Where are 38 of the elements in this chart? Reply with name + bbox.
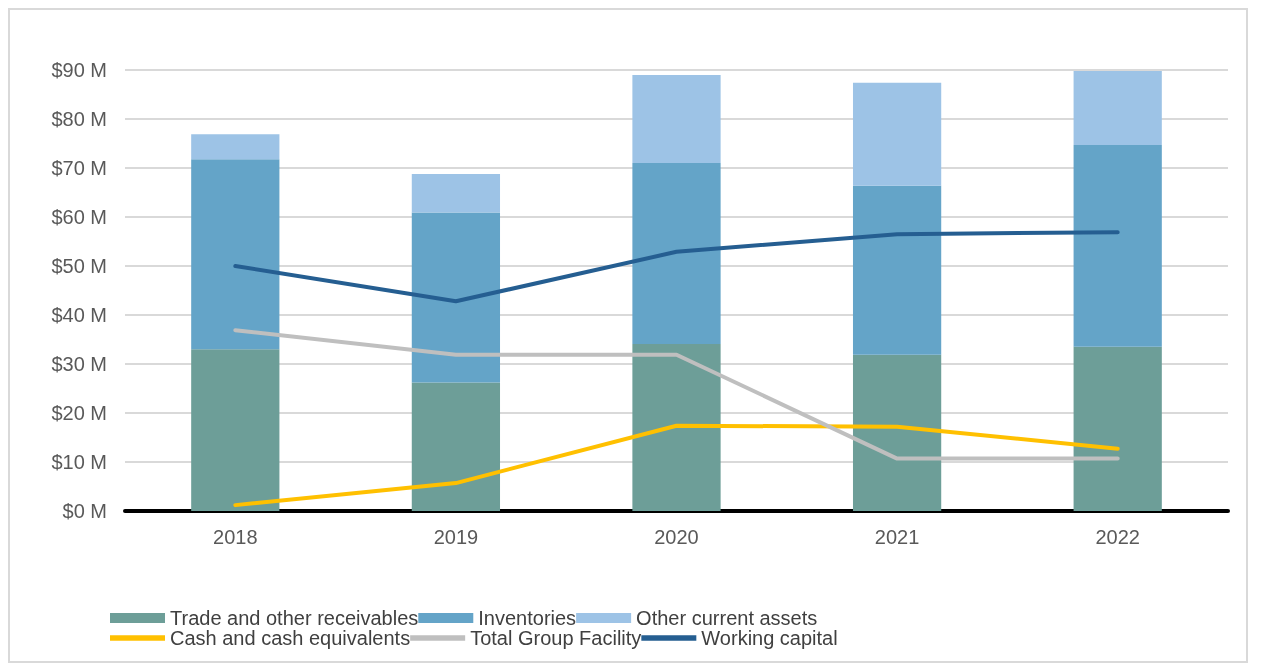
bar xyxy=(852,82,942,186)
legend-label: Working capital xyxy=(701,627,838,649)
bar xyxy=(191,159,280,350)
line-series xyxy=(233,423,1120,508)
bar xyxy=(411,173,501,213)
x-tick-label: 2022 xyxy=(1095,526,1140,548)
x-tick-label: 2018 xyxy=(213,526,258,548)
bar xyxy=(632,74,721,164)
bar xyxy=(632,163,721,344)
x-tick-label: 2021 xyxy=(874,526,920,548)
legend-label: Other current assets xyxy=(636,607,818,629)
bar xyxy=(191,349,280,511)
x-tick-label: 2020 xyxy=(654,526,699,548)
legend-label: Inventories xyxy=(478,607,577,629)
x-tick-label: 2019 xyxy=(433,526,479,548)
bar xyxy=(1073,70,1162,145)
legend-label: Cash and cash equivalents xyxy=(170,627,411,649)
y-tick-label: $80 M xyxy=(51,108,107,130)
y-tick-label: $0 M xyxy=(62,500,107,522)
y-tick-label: $90 M xyxy=(51,59,107,81)
y-tick-label: $60 M xyxy=(51,206,107,228)
bar xyxy=(1073,144,1162,347)
y-tick-label: $70 M xyxy=(51,157,107,179)
legend-label: Trade and other receivables xyxy=(170,607,419,629)
y-tick-label: $40 M xyxy=(51,304,107,326)
legend-label: Total Group Facility xyxy=(470,627,642,649)
y-tick-label: $30 M xyxy=(51,353,107,375)
line-series xyxy=(233,230,1120,304)
bar xyxy=(411,212,501,383)
bar xyxy=(852,354,942,511)
y-tick-label: $50 M xyxy=(51,255,107,277)
bar xyxy=(191,134,280,160)
bar xyxy=(632,343,721,511)
y-tick-label: $20 M xyxy=(51,402,107,424)
bar xyxy=(411,382,501,511)
bar xyxy=(852,185,942,355)
y-tick-label: $10 M xyxy=(51,451,107,473)
bar xyxy=(1073,346,1162,511)
